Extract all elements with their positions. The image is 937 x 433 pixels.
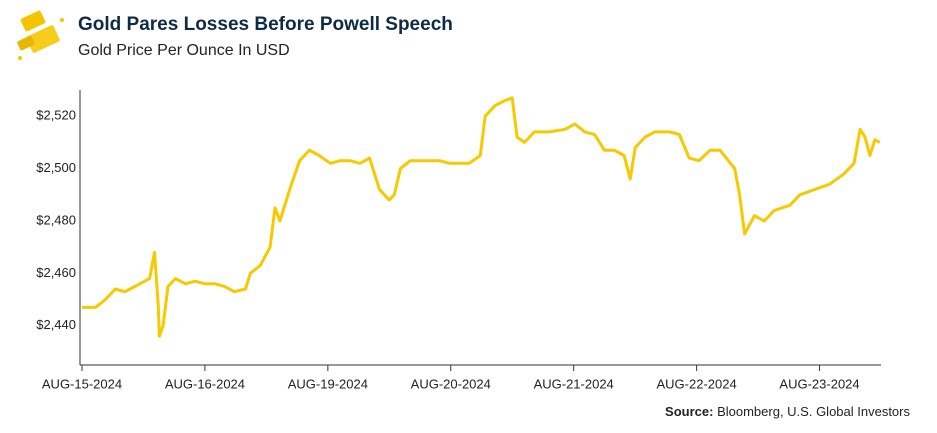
chart-title: Gold Pares Losses Before Powell Speech [78, 14, 453, 35]
x-tick-label: AUG-19-2024 [288, 376, 368, 391]
y-tick-label: $2,440 [36, 317, 76, 332]
y-tick-label: $2,500 [36, 160, 76, 175]
x-tick-label: AUG-23-2024 [779, 376, 859, 391]
x-tick-label: AUG-21-2024 [534, 376, 614, 391]
x-tick-label: AUG-20-2024 [411, 376, 491, 391]
source: Source: Bloomberg, U.S. Global Investors [665, 404, 910, 419]
gold-icon [17, 10, 64, 60]
price-line [82, 96, 881, 338]
x-tick-label: AUG-15-2024 [42, 376, 122, 391]
source-label: Source: [665, 404, 713, 419]
source-text: Bloomberg, U.S. Global Investors [717, 404, 910, 419]
y-tick-label: $2,480 [36, 212, 76, 227]
chart-subtitle: Gold Price Per Ounce In USD [78, 42, 290, 59]
y-tick-label: $2,520 [36, 108, 76, 123]
x-tick-label: AUG-16-2024 [165, 376, 245, 391]
x-tick-label: AUG-22-2024 [657, 376, 737, 391]
y-tick-label: $2,460 [36, 265, 76, 280]
